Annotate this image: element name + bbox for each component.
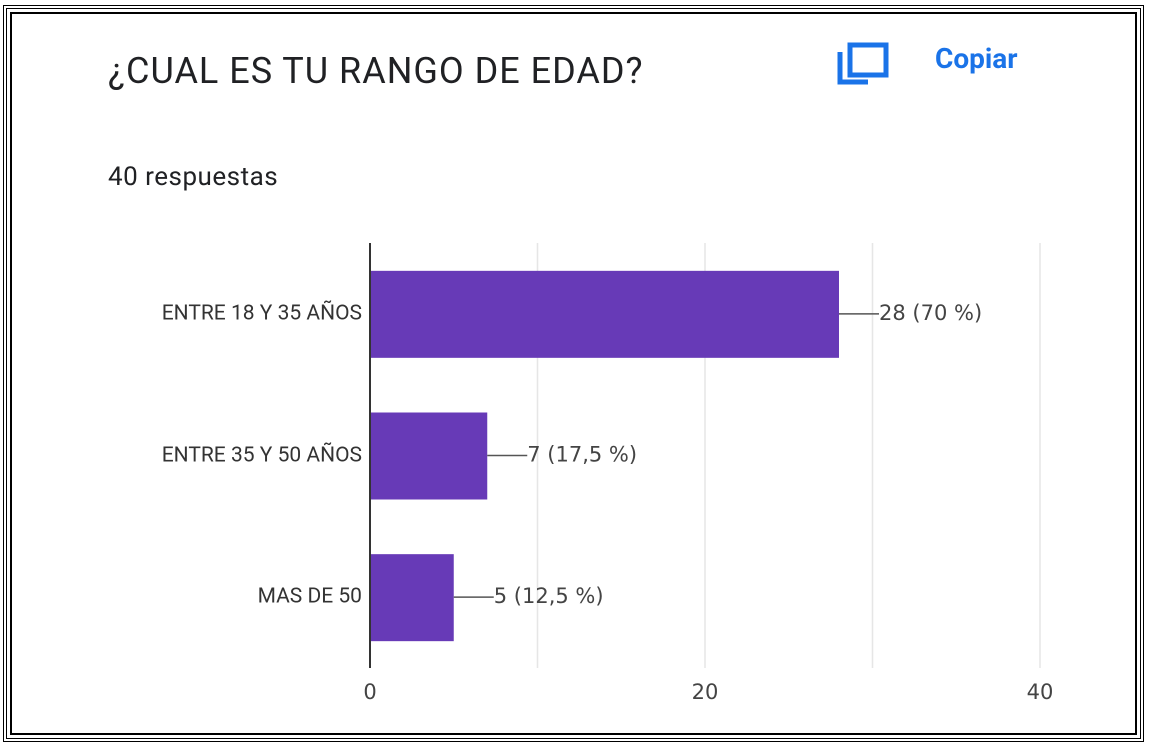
x-tick-label: 0 — [363, 680, 376, 704]
bar — [370, 412, 488, 500]
frame — [3, 5, 1144, 742]
data-label: 5 (12,5 %) — [494, 584, 604, 608]
x-tick-label: 40 — [1027, 680, 1054, 704]
y-tick-label: ENTRE 35 Y 50 AÑOS — [161, 443, 362, 467]
bar — [370, 270, 839, 358]
y-tick-label: ENTRE 18 Y 35 AÑOS — [161, 301, 362, 326]
x-tick-label: 20 — [692, 680, 719, 704]
copy-icon[interactable] — [837, 42, 889, 85]
chart-title: ¿CUAL ES TU RANGO DE EDAD? — [108, 50, 644, 92]
bar — [370, 554, 454, 642]
copy-button[interactable]: Copiar — [935, 42, 1018, 75]
y-tick-label: MAS DE 50 — [257, 584, 362, 609]
data-label: 28 (70 %) — [879, 301, 982, 325]
data-label: 7 (17,5 %) — [527, 443, 637, 467]
subtitle: 40 respuestas — [108, 162, 279, 192]
